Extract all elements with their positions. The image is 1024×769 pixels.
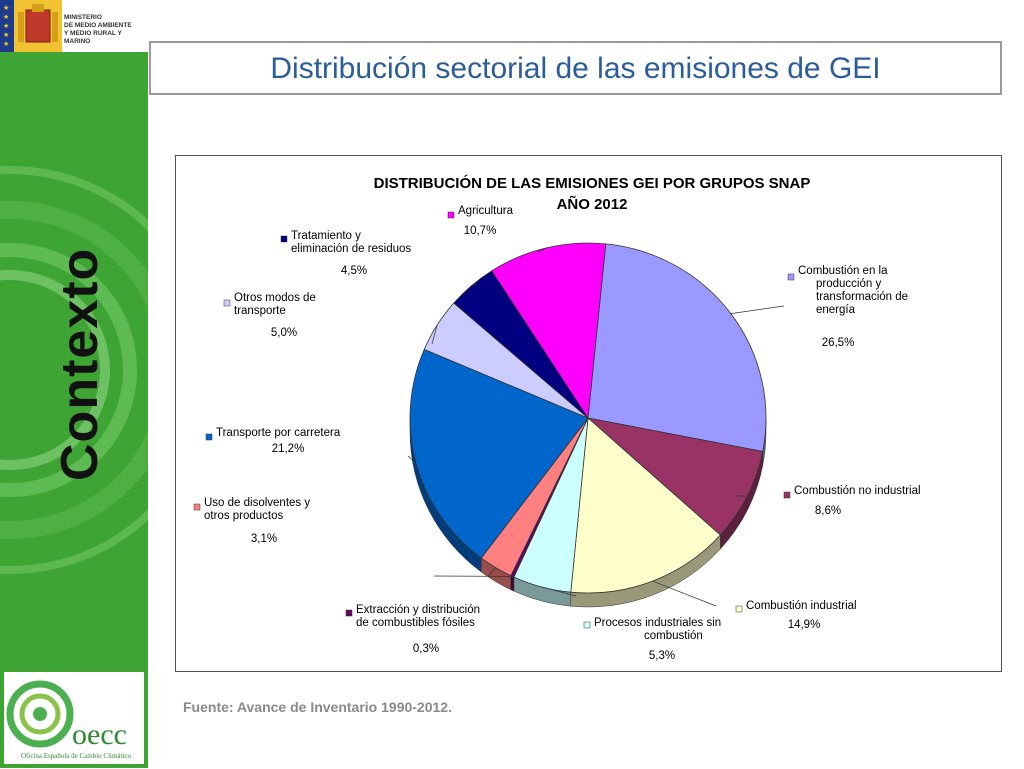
slice-value-combustion-en-la-produccion-y-transformacion-de-energia: 26,5% <box>822 337 855 349</box>
pie-chart: DISTRIBUCIÓN DE LAS EMISIONES GEI POR GR… <box>176 156 1001 671</box>
slice-label-agricultura: Agricultura <box>458 205 514 217</box>
legend-swatch-extraccion-y-distribucion-de-combustibles-fosiles <box>346 610 352 616</box>
pie-slice-combustion-en-la-produccion-y-transformacion-de-energia <box>588 244 766 452</box>
slice-label-combustion-no-industrial: Combustión no industrial <box>794 485 921 497</box>
chart-subtitle: AÑO 2012 <box>557 195 628 213</box>
legend-swatch-combustion-no-industrial <box>784 492 790 498</box>
section-label: Contexto <box>50 311 110 481</box>
coat-of-arms-icon <box>14 0 62 52</box>
source-note: Fuente: Avance de Inventario 1990-2012. <box>183 699 452 715</box>
slice-value-procesos-industriales-sin-combustion: 5,3% <box>649 650 675 662</box>
legend-swatch-combustion-industrial <box>736 606 742 612</box>
legend-swatch-otros-modos-de-transporte <box>224 300 230 306</box>
star-icon: ★★★★★ <box>3 4 11 49</box>
logo-name: oecc <box>72 718 127 752</box>
pie-side-extraccion-y-distribucion-de-combustibles-fosiles <box>511 576 514 591</box>
chart-frame: DISTRIBUCIÓN DE LAS EMISIONES GEI POR GR… <box>175 155 1002 672</box>
eu-flag: ★★★★★ <box>0 0 14 52</box>
slice-label-combustion-industrial: Combustión industrial <box>746 600 857 612</box>
logo-subtitle: Oficina Española de Cambio Climático <box>4 752 148 760</box>
ministry-line-3: Y MEDIO RURAL Y MARINO <box>64 30 148 46</box>
slice-value-transporte-por-carretera: 21,2% <box>272 443 305 455</box>
legend-swatch-combustion-en-la-produccion-y-transformacion-de-energia <box>788 274 794 280</box>
page-title: Distribución sectorial de las emisiones … <box>151 43 1000 95</box>
slice-value-combustion-industrial: 14,9% <box>788 619 821 631</box>
slice-value-tratamiento-y-eliminacion-de-residuos: 4,5% <box>341 265 367 277</box>
leader-line-combustion-en-la-produccion-y-transformacion-de-energia <box>731 306 784 314</box>
legend-swatch-uso-de-disolventes-y-otros-productos <box>194 504 200 510</box>
slice-label-transporte-por-carretera: Transporte por carretera <box>216 427 341 439</box>
legend-swatch-procesos-industriales-sin-combustion <box>584 622 590 628</box>
slice-value-otros-modos-de-transporte: 5,0% <box>271 327 297 339</box>
slice-value-extraccion-y-distribucion-de-combustibles-fosiles: 0,3% <box>413 643 439 655</box>
ministry-header: ★★★★★ MINISTERIO DE MEDIO AMBIENTE Y MED… <box>0 0 148 52</box>
title-bar: Distribución sectorial de las emisiones … <box>149 41 1002 95</box>
chart-title: DISTRIBUCIÓN DE LAS EMISIONES GEI POR GR… <box>374 174 811 192</box>
slice-value-combustion-no-industrial: 8,6% <box>815 505 841 517</box>
legend-swatch-tratamiento-y-eliminacion-de-residuos <box>281 236 287 242</box>
slice-value-uso-de-disolventes-y-otros-productos: 3,1% <box>251 533 277 545</box>
slice-value-agricultura: 10,7% <box>464 225 497 237</box>
legend-swatch-transporte-por-carretera <box>206 434 212 440</box>
leader-line-combustion-industrial <box>652 581 716 606</box>
ministry-line-1: MINISTERIO <box>64 14 148 22</box>
legend-swatch-agricultura <box>448 212 454 218</box>
ministry-name: MINISTERIO DE MEDIO AMBIENTE Y MEDIO RUR… <box>64 14 148 46</box>
ministry-line-2: DE MEDIO AMBIENTE <box>64 22 148 30</box>
